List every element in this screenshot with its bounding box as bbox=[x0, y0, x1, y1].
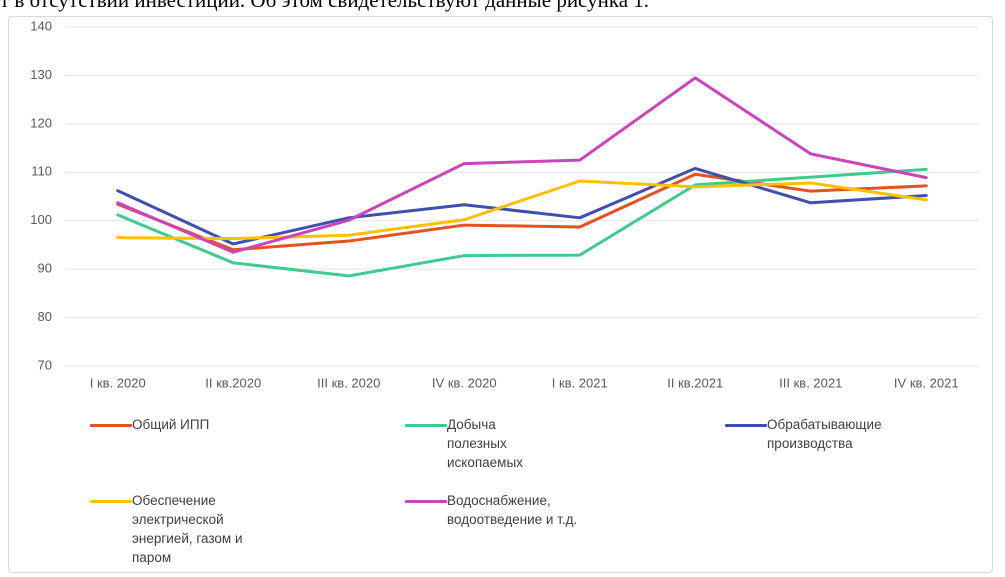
y-tick-label: 90 bbox=[38, 261, 52, 276]
legend-swatch bbox=[90, 500, 132, 503]
series-line bbox=[116, 166, 928, 246]
legend-label: Добыча полезных ископаемых bbox=[447, 417, 523, 470]
series-line bbox=[116, 167, 928, 278]
y-tick-label: 100 bbox=[30, 212, 52, 227]
legend-label: Обрабатывающие производства bbox=[767, 417, 882, 451]
x-tick-label: III кв. 2020 bbox=[317, 375, 380, 390]
y-tick-label: 120 bbox=[30, 115, 52, 130]
y-tick-label: 80 bbox=[38, 309, 52, 324]
x-tick-label: IV кв. 2020 bbox=[432, 375, 497, 390]
x-tick-label: II кв.2021 bbox=[667, 375, 723, 390]
legend-label: Общий ИПП bbox=[132, 417, 210, 432]
legend-swatch bbox=[725, 424, 767, 427]
chart-frame bbox=[8, 16, 993, 573]
legend-swatch bbox=[90, 424, 132, 427]
x-tick-label: I кв. 2020 bbox=[90, 375, 146, 390]
y-tick-label: 70 bbox=[38, 357, 52, 372]
x-tick-label: I кв. 2021 bbox=[552, 375, 608, 390]
text-above: т в отсутствии инвестиций. Об этом свиде… bbox=[0, 0, 650, 12]
legend-swatch bbox=[405, 500, 447, 503]
y-tick-label: 110 bbox=[31, 164, 52, 179]
series-line bbox=[116, 179, 928, 241]
y-tick-label: 140 bbox=[30, 18, 52, 33]
legend-label: Обеспечение электрической энергией, газо… bbox=[132, 493, 243, 565]
x-tick-label: IV кв. 2021 bbox=[894, 375, 959, 390]
series-line bbox=[116, 76, 928, 254]
x-tick-label: II кв.2020 bbox=[205, 375, 261, 390]
legend-label: Водоснабжение, водоотведение и т.д. bbox=[447, 493, 578, 527]
y-tick-label: 130 bbox=[30, 67, 52, 82]
x-tick-label: III кв. 2021 bbox=[779, 375, 842, 390]
legend-swatch bbox=[405, 424, 447, 427]
